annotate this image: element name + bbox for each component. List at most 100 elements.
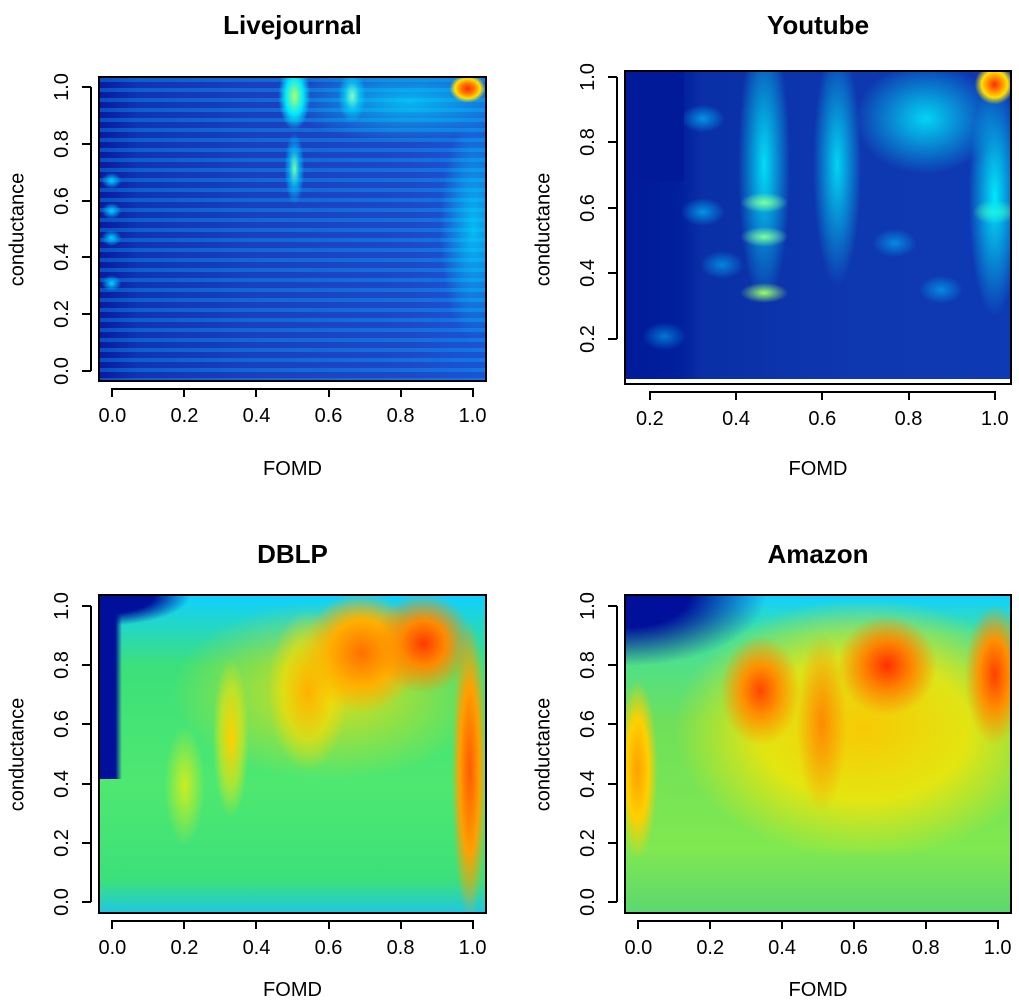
y-axis-label: conductance xyxy=(532,172,555,287)
y-tick-mark xyxy=(608,141,617,144)
x-tick-mark xyxy=(183,920,186,929)
x-tick-label: 1.0 xyxy=(458,937,487,959)
y-tick-mark xyxy=(82,782,91,785)
x-tick-mark xyxy=(399,388,402,397)
heatmap xyxy=(100,596,485,912)
y-tick-label: 0.0 xyxy=(51,356,73,385)
y-axis-label: conductance xyxy=(6,697,29,812)
y-tick-label: 0.8 xyxy=(577,651,599,680)
y-tick-label: 0.6 xyxy=(577,193,599,222)
x-tick-mark xyxy=(471,920,474,929)
x-axis-label: FOMD xyxy=(788,979,848,1001)
x-tick-mark xyxy=(735,391,738,400)
y-axis-line xyxy=(90,87,92,371)
x-tick-label: 0.8 xyxy=(386,405,415,427)
y-tick-mark xyxy=(82,199,91,202)
x-tick-label: 1.0 xyxy=(983,937,1012,959)
y-tick-mark xyxy=(608,75,617,78)
x-tick-label: 0.6 xyxy=(314,937,343,959)
x-tick-label: 0.2 xyxy=(170,405,199,427)
y-tick-label: 0.4 xyxy=(577,259,599,288)
x-axis-line xyxy=(638,920,998,922)
y-tick-mark xyxy=(608,664,617,667)
y-tick-label: 0.6 xyxy=(577,710,599,739)
y-tick-mark xyxy=(608,723,617,726)
y-tick-mark xyxy=(82,841,91,844)
x-tick-mark xyxy=(852,920,855,929)
x-tick-mark xyxy=(327,920,330,929)
y-tick-label: 1.0 xyxy=(577,591,599,620)
x-axis-label: FOMD xyxy=(263,458,322,480)
y-tick-label: 0.8 xyxy=(51,651,73,680)
x-tick-label: 0.6 xyxy=(808,408,837,430)
y-tick-label: 0.4 xyxy=(51,769,73,798)
x-tick-mark xyxy=(327,388,330,397)
y-tick-mark xyxy=(82,256,91,259)
x-tick-mark xyxy=(907,391,910,400)
x-tick-mark xyxy=(255,920,258,929)
x-tick-label: 0.0 xyxy=(98,937,127,959)
x-axis-line xyxy=(112,388,473,390)
y-tick-mark xyxy=(82,664,91,667)
y-tick-mark xyxy=(82,723,91,726)
x-tick-label: 0.8 xyxy=(386,937,415,959)
plot-area xyxy=(624,70,1012,385)
plot-empty-corner xyxy=(626,72,684,181)
y-tick-label: 0.2 xyxy=(51,828,73,857)
chart-panel-livejournal: Livejournal conductance FOMD 0.0 0.2 0.4 0.… xyxy=(0,0,509,502)
y-tick-label: 0.8 xyxy=(577,128,599,157)
x-tick-label: 0.2 xyxy=(170,937,199,959)
y-tick-mark xyxy=(608,782,617,785)
chart-title: Youtube xyxy=(766,10,870,40)
y-tick-mark xyxy=(608,272,617,275)
y-tick-label: 0.0 xyxy=(577,888,599,917)
y-tick-label: 0.6 xyxy=(51,710,73,739)
y-tick-mark xyxy=(82,86,91,89)
plot-empty-left xyxy=(100,596,122,780)
y-tick-label: 1.0 xyxy=(51,591,73,620)
x-tick-mark xyxy=(924,920,927,929)
y-axis-line xyxy=(616,605,618,903)
y-tick-mark xyxy=(608,338,617,341)
x-tick-mark xyxy=(111,388,114,397)
y-tick-mark xyxy=(82,313,91,315)
y-tick-mark xyxy=(82,143,91,145)
x-tick-mark xyxy=(183,388,186,397)
y-tick-label: 0.4 xyxy=(577,769,599,798)
x-tick-label: 0.6 xyxy=(314,405,343,427)
plot-area xyxy=(98,76,487,382)
x-axis-label: FOMD xyxy=(788,458,848,480)
x-tick-mark xyxy=(255,388,258,397)
y-tick-mark xyxy=(608,901,617,904)
y-tick-mark xyxy=(608,206,617,209)
y-axis-label: conductance xyxy=(6,172,29,287)
x-tick-label: 0.2 xyxy=(635,408,664,430)
x-tick-mark xyxy=(399,920,402,929)
y-tick-mark xyxy=(82,369,91,372)
y-tick-label: 0.6 xyxy=(51,186,73,215)
x-tick-mark xyxy=(781,920,784,929)
y-tick-mark xyxy=(82,604,91,607)
chart-panel-youtube: Youtube conductance FOMD 0.2 0.4 0.6 0.8 1.0… xyxy=(509,0,1019,502)
chart-panel-dblp: DBLP conductance FOMD 0.0 0.2 0.4 0.6 0.8 1.0… xyxy=(0,502,509,1005)
x-tick-label: 0.0 xyxy=(624,937,653,959)
x-tick-mark xyxy=(637,920,640,929)
x-tick-label: 0.8 xyxy=(894,408,923,430)
y-tick-label: 0.4 xyxy=(51,243,73,272)
x-tick-mark xyxy=(111,920,114,929)
x-tick-label: 1.0 xyxy=(980,408,1009,430)
x-tick-mark xyxy=(471,388,474,397)
x-tick-label: 0.4 xyxy=(242,405,271,427)
x-tick-mark xyxy=(993,391,996,400)
y-tick-mark xyxy=(608,604,617,607)
x-tick-label: 1.0 xyxy=(458,405,487,427)
plot-area xyxy=(98,594,487,914)
x-tick-label: 0.4 xyxy=(242,937,271,959)
y-tick-label: 0.0 xyxy=(51,888,73,917)
y-tick-label: 0.2 xyxy=(51,300,73,328)
chart-title: Livejournal xyxy=(223,10,362,40)
y-tick-label: 1.0 xyxy=(577,62,599,91)
plot-empty-corner xyxy=(626,596,766,666)
x-tick-label: 0.6 xyxy=(840,937,868,959)
x-axis-label: FOMD xyxy=(263,979,322,1001)
